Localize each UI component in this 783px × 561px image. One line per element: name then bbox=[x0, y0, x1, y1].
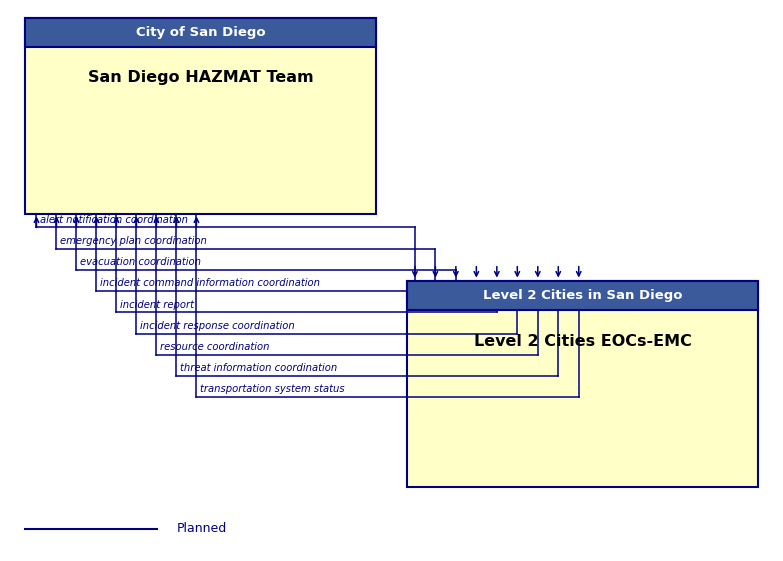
Text: incident command information coordination: incident command information coordinatio… bbox=[99, 278, 319, 288]
Text: incident report: incident report bbox=[120, 300, 193, 310]
Text: emergency plan coordination: emergency plan coordination bbox=[60, 236, 207, 246]
Text: Level 2 Cities in San Diego: Level 2 Cities in San Diego bbox=[483, 288, 683, 301]
Bar bbox=[25, 18, 376, 214]
Text: San Diego HAZMAT Team: San Diego HAZMAT Team bbox=[88, 70, 313, 85]
Text: alert notification coordination: alert notification coordination bbox=[40, 215, 188, 224]
Bar bbox=[407, 310, 758, 487]
Text: evacuation coordination: evacuation coordination bbox=[80, 257, 200, 267]
Text: threat information coordination: threat information coordination bbox=[179, 363, 337, 373]
Text: City of San Diego: City of San Diego bbox=[135, 26, 265, 39]
Text: Planned: Planned bbox=[177, 522, 227, 535]
Bar bbox=[407, 280, 758, 487]
Text: Level 2 Cities EOCs-EMC: Level 2 Cities EOCs-EMC bbox=[474, 334, 691, 349]
Text: incident response coordination: incident response coordination bbox=[139, 321, 294, 331]
Bar bbox=[25, 47, 376, 214]
Bar bbox=[407, 280, 758, 310]
Text: resource coordination: resource coordination bbox=[160, 342, 269, 352]
Text: transportation system status: transportation system status bbox=[200, 384, 345, 394]
Bar bbox=[25, 18, 376, 47]
